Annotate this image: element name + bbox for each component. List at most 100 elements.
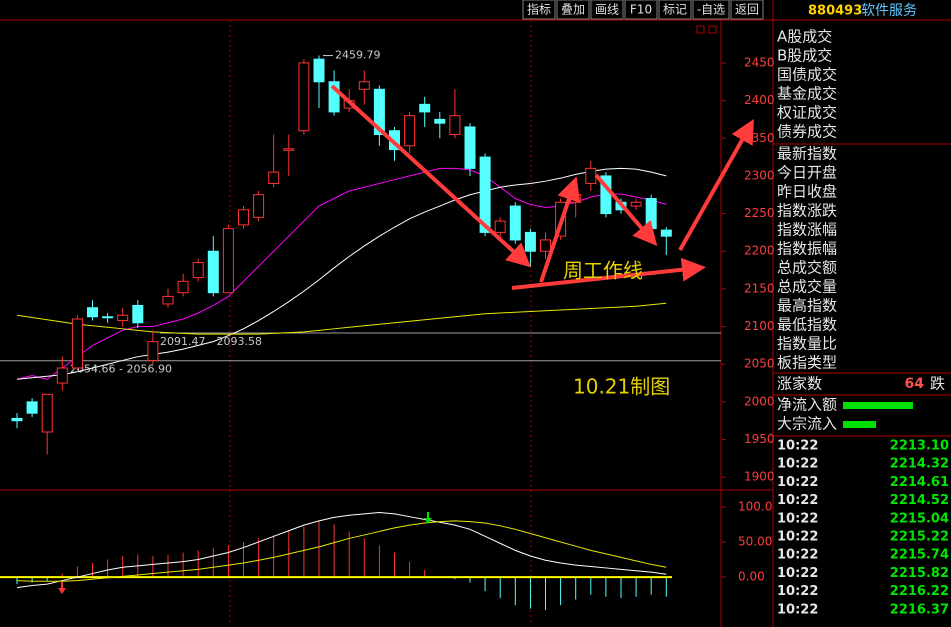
toolbar-button[interactable] (658, 0, 692, 20)
candle-body (449, 115, 461, 135)
y-tick-label: 2250 (744, 206, 775, 220)
dea-line (16, 520, 667, 582)
y-tick-label: 2350 (744, 131, 775, 145)
toolbar-button[interactable] (556, 0, 590, 20)
tick-price: 2215.22 (890, 530, 949, 545)
flow-bar (843, 421, 876, 428)
tick-time: 10:22 (777, 548, 818, 563)
y-tick-label: 100.0 (738, 499, 772, 513)
chart: 1900 1950 2000 2050 2100 2150 2200 2250 2300 2350… (0, 49, 775, 611)
dif-line (16, 511, 667, 589)
side-panel: A股成交B股成交国债成交基金成交权证成交债券成交最新指数今日开盘昨日收盘指数涨跌… (773, 28, 951, 617)
toolbar-label[interactable]: 标记 (663, 3, 687, 17)
tick-price: 2215.74 (890, 548, 949, 563)
candle-body (524, 231, 536, 252)
candle-body (585, 167, 597, 184)
field-label: 最低指数 (777, 316, 837, 334)
arrow (330, 84, 531, 268)
candle-body (41, 393, 53, 433)
candle-body (509, 205, 521, 241)
field-label: 权证成交 (777, 104, 837, 122)
stock-name: 软件服务 (861, 3, 917, 19)
y-tick-label: 2050 (744, 357, 775, 371)
toolbar: 指标 叠加 画线 F10 标记 -自选 返回 (522, 0, 764, 20)
y-tick-label: 0.00 (738, 570, 765, 584)
tick-price: 2216.37 (890, 602, 949, 617)
field-label: 基金成交 (777, 85, 837, 103)
toolbar-label[interactable]: 画线 (595, 3, 619, 17)
candle-body (192, 262, 204, 279)
field-label: 指数涨跌 (777, 202, 837, 220)
field-label: 昨日收盘 (777, 183, 837, 201)
toolbar-label[interactable]: 指标 (527, 2, 551, 17)
annotation: 周工作线 (563, 259, 643, 283)
field-label: 跌 (930, 375, 945, 393)
candle-body (283, 148, 295, 151)
tick-price: 2216.22 (890, 584, 949, 599)
candle-body (147, 341, 159, 361)
y-tick-label: 2300 (744, 168, 775, 182)
candle-body (56, 367, 68, 384)
field-label: 指数振幅 (777, 240, 837, 258)
toolbar-button[interactable] (590, 0, 624, 20)
advancers-value: 64 (905, 376, 925, 392)
candle-body (87, 307, 98, 318)
candle-body (253, 194, 265, 218)
moving-average (16, 302, 667, 335)
arrow (539, 176, 581, 283)
candle-body (313, 58, 325, 83)
candle-body (479, 156, 491, 233)
candle-body (26, 401, 38, 414)
candle-body (117, 314, 129, 322)
tick-time: 10:22 (777, 439, 818, 454)
candle-body (11, 417, 23, 422)
tick-time: 10:22 (777, 566, 818, 581)
candle-body (162, 295, 174, 305)
panel-icon (708, 25, 717, 34)
candle-body (630, 201, 642, 207)
tick-time: 10:22 (777, 493, 818, 508)
toolbar-button[interactable] (624, 0, 658, 20)
candle-body (373, 88, 385, 135)
level-label: 2091.47 - 2093.58 (160, 335, 262, 348)
candle-body (132, 304, 144, 324)
field-label: 国债成交 (777, 66, 837, 84)
toolbar-button[interactable] (730, 0, 764, 20)
candle-body (540, 239, 551, 252)
candle-body (570, 194, 582, 203)
tick-price: 2215.82 (890, 566, 949, 581)
field-label: 总成交量 (777, 278, 837, 296)
y-tick-label: 2400 (744, 93, 775, 107)
field-label: 债券成交 (777, 123, 837, 141)
toolbar-label[interactable]: -自选 (697, 3, 725, 17)
toolbar-label[interactable]: 叠加 (561, 3, 585, 17)
candle-body (102, 316, 114, 319)
tick-time: 10:22 (777, 584, 818, 599)
field-label: 指数量比 (777, 335, 837, 353)
y-tick-label: 1900 (744, 470, 775, 484)
y-tick-label: 2150 (744, 281, 775, 295)
field-label: B股成交 (777, 47, 832, 65)
toolbar-label[interactable]: F10 (630, 3, 652, 17)
field-label: 涨家数 (777, 375, 822, 393)
drawn-arrows (330, 84, 754, 290)
candle-body (419, 103, 431, 113)
signal-arrow (424, 512, 432, 524)
level-label: 2054.66 - 2056.90 (70, 363, 172, 376)
candle-body (358, 81, 370, 90)
toolbar-label[interactable]: 返回 (735, 3, 759, 17)
toolbar-button[interactable] (522, 0, 556, 20)
y-tick-label: 2000 (744, 394, 775, 408)
candle-body (207, 250, 219, 294)
field-label: 最高指数 (777, 297, 837, 315)
flow-bar (843, 402, 913, 409)
field-label: 板指类型 (777, 354, 837, 372)
tick-time: 10:22 (777, 475, 818, 490)
toolbar-button[interactable] (692, 0, 730, 20)
annotation: 10.21制图 (573, 375, 670, 399)
field-label: 指数涨幅 (777, 221, 837, 239)
tick-price: 2215.04 (890, 511, 949, 526)
tick-time: 10:22 (777, 530, 818, 545)
signal-arrow (58, 582, 66, 594)
